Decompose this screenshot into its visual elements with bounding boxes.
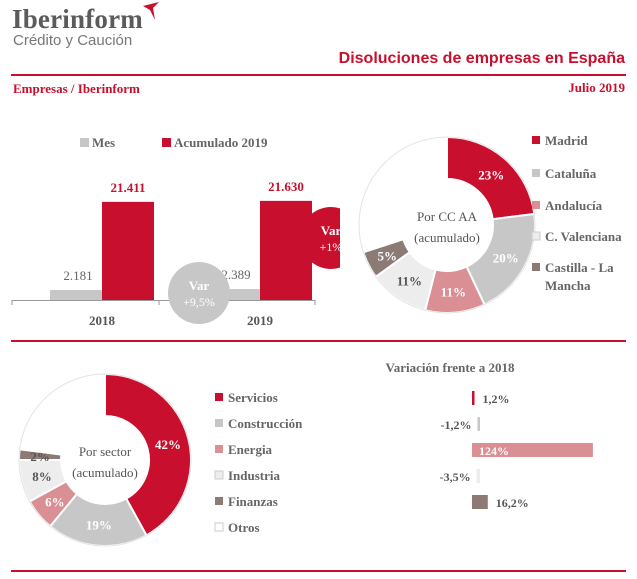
slice-value-label: 20%	[493, 250, 519, 265]
slice-value-label: 6%	[45, 494, 65, 509]
slice-value-label: 42%	[155, 437, 181, 452]
source-label: Empresas / Iberinform	[13, 81, 140, 96]
header-divider	[11, 74, 626, 76]
bar-chart-yearly: Mes Acumulado 2019 2.181 21.411 2018 2.389 21.…	[11, 135, 340, 328]
bar-value-label: 2.389	[221, 267, 250, 282]
legend-label: Castilla - La	[545, 260, 614, 275]
donut-center-sublabel: (acumulado)	[414, 230, 480, 245]
legend-swatch	[531, 231, 541, 241]
x-tick-label: 2018	[89, 313, 116, 328]
hbar-construcción	[477, 417, 480, 431]
legend-swatch	[215, 445, 223, 453]
donut-chart-region: 23% 20% 11% 11% 5% Por CC AA (acumulado) Madrid…	[358, 133, 622, 314]
donut-center-label: Por sector	[79, 444, 132, 459]
legend-swatch	[532, 201, 540, 209]
variation-bubble	[300, 207, 340, 269]
legend-label: Madrid	[545, 133, 588, 148]
logo-name: Iberinform	[12, 4, 143, 34]
donut-outline	[18, 373, 192, 547]
variation-bubble-label: Var	[189, 278, 210, 293]
variation-bubble	[168, 262, 230, 324]
variation-bubble-value: +9,5%	[183, 295, 215, 309]
hbar-value-label: -1,2%	[441, 418, 472, 432]
bar-2018-1	[102, 201, 154, 300]
middle-divider	[11, 340, 626, 342]
bar-value-label: 21.411	[110, 180, 145, 195]
donut-hole	[61, 416, 149, 504]
legend-label: Andalucía	[545, 198, 603, 213]
legend-swatch	[215, 393, 223, 401]
legend-label: Mancha	[545, 278, 591, 293]
legend-swatch	[532, 136, 540, 144]
legend-swatch	[214, 522, 224, 532]
legend-swatch-0	[80, 138, 89, 147]
hbar-chart-variation: Variación frente a 2018 1,2% -1,2% 124% -3,5…	[386, 360, 593, 510]
slice-value-label: 11%	[397, 273, 422, 288]
hbar-finanzas	[472, 495, 488, 509]
legend-swatch	[215, 497, 223, 505]
date-label: Julio 2019	[568, 80, 625, 95]
logo-subtitle: Crédito y Caución	[13, 32, 133, 49]
slice-value-label: 19%	[86, 518, 112, 533]
legend-label: Energia	[228, 442, 273, 457]
bar-2018-0	[50, 290, 102, 300]
legend-label: Servicios	[228, 390, 278, 405]
legend-label: Finanzas	[228, 494, 278, 509]
legend-label: Industria	[228, 468, 281, 483]
hbar-servicios	[472, 391, 475, 405]
legend-label: C. Valenciana	[545, 229, 622, 244]
bar-value-label: 2.181	[63, 268, 92, 283]
hbar-industria	[476, 469, 480, 483]
page-title: Disoluciones de empresas en España	[338, 50, 625, 67]
legend-label: Cataluña	[545, 166, 597, 181]
legend-label-0: Mes	[92, 135, 115, 150]
legend-label-1: Acumulado 2019	[174, 135, 268, 150]
variation-bubble-value: +1%	[320, 240, 340, 254]
bar-value-label: 21.630	[268, 179, 304, 194]
legend-swatch	[532, 263, 540, 271]
x-tick-label: 2019	[247, 313, 274, 328]
slice-value-label: 8%	[32, 469, 52, 484]
footer-divider	[11, 570, 626, 572]
legend-swatch	[532, 169, 540, 177]
donut-chart-sector: 42%19%6%8%2% Por sector(acumulado)Servici…	[17, 372, 303, 547]
donut-outline	[358, 136, 536, 314]
hbar-value-label: 1,2%	[483, 392, 510, 406]
slice-value-label: 5%	[378, 248, 398, 263]
donut-hole	[401, 179, 493, 271]
legend-swatch-1	[162, 138, 171, 147]
bar-2019-0	[208, 289, 260, 300]
slice-value-label: 11%	[441, 285, 466, 300]
legend-label: Otros	[228, 520, 260, 535]
slice-value-label: 23%	[478, 168, 504, 183]
hbar-energia	[472, 443, 593, 457]
hbar-value-label: 16,2%	[496, 496, 529, 510]
variation-bubble-label: Var	[321, 223, 340, 238]
logo-mark-icon	[143, 2, 159, 20]
chart-title: Variación frente a 2018	[386, 360, 515, 375]
hbar-value-label: -3,5%	[440, 470, 471, 484]
donut-center-label: Por CC AA	[417, 209, 478, 224]
donut-center-sublabel: (acumulado)	[72, 465, 138, 480]
legend-swatch	[215, 419, 223, 427]
legend-label: Construcción	[228, 416, 303, 431]
hbar-value-label: 124%	[479, 444, 509, 458]
legend-swatch	[214, 470, 224, 480]
